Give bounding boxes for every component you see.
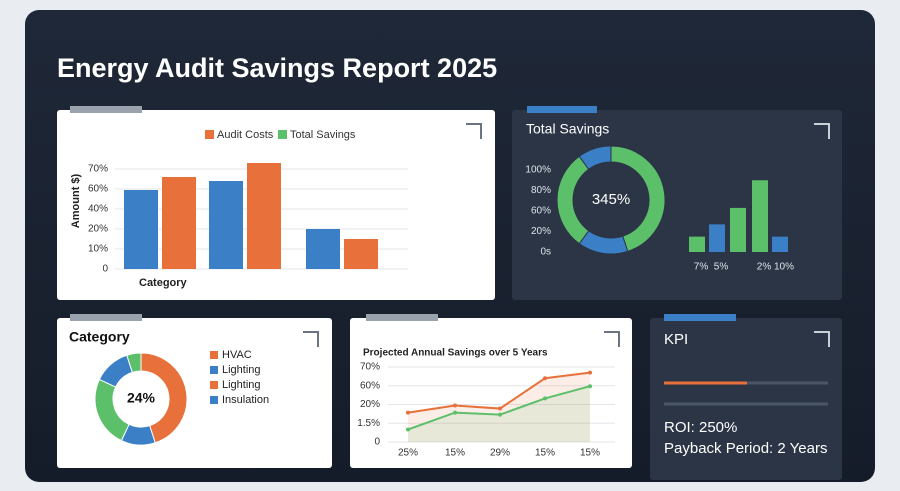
y-tick-label: 70% [360,362,380,373]
kpi-text: ROI: 250% [664,419,737,436]
y-tick-label: 0 [102,264,108,275]
point [588,384,592,389]
corner [303,331,319,347]
y-axis-label: Amount $) [70,173,82,228]
x-tick-label: 15% [580,448,600,459]
panel [650,318,842,480]
donut-slice [140,352,188,444]
area [408,372,590,442]
x-tick-label: 5% [714,262,729,273]
y-tick-label: 20% [360,399,380,410]
donut-slice [126,352,142,373]
panel-tab [70,314,142,321]
point [406,410,410,415]
panel-title: Total Savings [526,121,609,137]
legend-swatch [210,396,218,404]
x-tick-label: 15% [535,448,555,459]
bar [162,177,196,269]
y-tick-label: 20% [88,224,108,235]
kpi-title: KPI [664,331,688,348]
point [453,410,457,415]
y-tick-label: 0s [540,247,551,258]
bar [772,236,788,252]
legend-swatch [205,130,214,139]
center-label: 24% [127,390,156,406]
y-tick-label: 1.5% [357,418,380,429]
y-tick-label: 20% [531,226,551,237]
y-tick-label: 60% [360,380,380,391]
panel-tab [70,106,142,113]
corner [466,123,482,139]
panel-title: Category [69,329,130,345]
point [498,406,502,411]
legend-swatch [210,381,218,389]
point [406,427,410,432]
x-tick-label: 7% [694,262,709,273]
legend-label: HVAC [222,349,252,361]
y-tick-label: 70% [88,164,108,175]
legend-swatch [278,130,287,139]
legend-swatch [210,366,218,374]
legend-label: Total Savings [290,129,356,141]
bar [124,190,158,269]
panel-tab [664,314,736,321]
y-tick-label: 40% [88,204,108,215]
panel [350,318,632,468]
y-tick-label: 60% [531,206,551,217]
x-tick-label: 25% [398,448,418,459]
x-tick-label: 29% [490,448,510,459]
page-title: Energy Audit Savings Report 2025 [57,53,497,83]
panel-tab [366,314,438,321]
panel-tab [527,106,597,113]
bar [306,229,340,269]
legend-label: Audit Costs [217,129,274,141]
bar [709,224,725,252]
corner [604,331,620,347]
y-tick-label: 0 [374,437,380,448]
legend-label: Lighting [222,379,261,391]
x-tick-label: 10% [774,262,794,273]
center-label: 345% [592,191,630,208]
x-tick-label: 15% [445,448,465,459]
y-tick-label: 10% [88,244,108,255]
legend-label: Insulation [222,394,269,406]
corner [814,123,830,139]
point [543,396,547,401]
corner [814,331,830,347]
bar [730,207,746,252]
panel-title: Projected Annual Savings over 5 Years [363,348,548,359]
x-tick-label: 2% [757,262,772,273]
bar [689,236,705,252]
point [588,370,592,375]
legend-label: Lighting [222,364,261,376]
y-tick-label: 80% [531,185,551,196]
point [498,412,502,417]
point [543,376,547,381]
kpi-text: Payback Period: 2 Years [664,440,827,457]
y-tick-label: 60% [88,184,108,195]
x-axis-label: Category [139,277,188,289]
bar [344,239,378,269]
donut-slice [578,145,612,170]
point [453,403,457,408]
y-tick-label: 100% [525,165,551,176]
bar [247,163,281,269]
bar [752,180,768,252]
legend-swatch [210,351,218,359]
bar [209,181,243,269]
